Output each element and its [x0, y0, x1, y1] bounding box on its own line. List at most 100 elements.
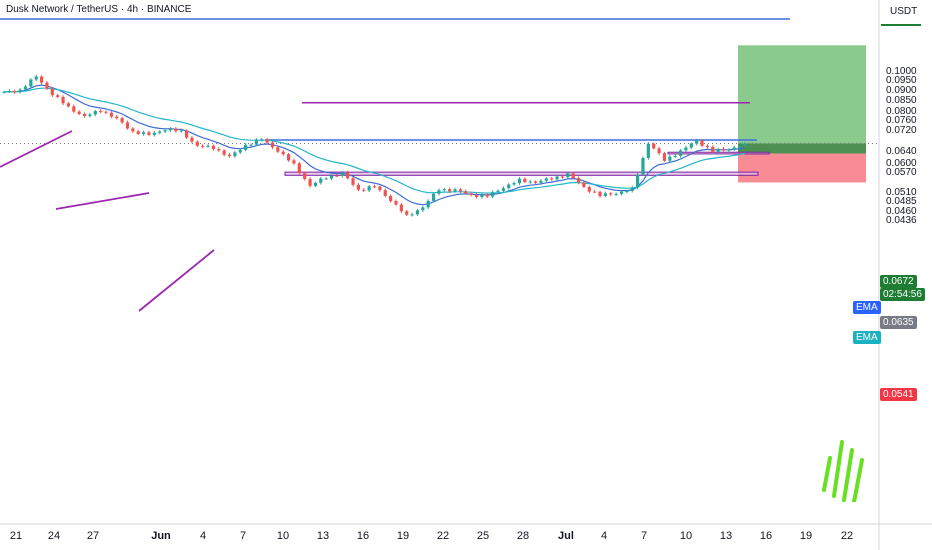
- price-tick: 0.0570: [886, 167, 917, 179]
- time-tick: 19: [799, 530, 813, 542]
- candle-body: [329, 175, 334, 179]
- candle-body: [335, 175, 339, 177]
- candle-body: [533, 181, 538, 183]
- candle-body: [50, 88, 54, 96]
- candle-body: [738, 145, 742, 148]
- candle-body: [313, 182, 318, 186]
- candle-body: [158, 131, 162, 133]
- candle-body: [458, 189, 463, 192]
- trendline-2[interactable]: [55, 192, 150, 210]
- candle-body: [695, 140, 699, 144]
- price-tick: 0.0760: [886, 115, 917, 127]
- price-tick: 0.0900: [886, 84, 917, 96]
- candle-body: [308, 179, 312, 186]
- price-tick: 0.0850: [886, 95, 917, 107]
- candle-body: [641, 157, 645, 175]
- candle-body: [195, 141, 199, 146]
- candle-body: [587, 186, 591, 192]
- candle-body: [82, 113, 87, 116]
- candle-body: [93, 111, 97, 115]
- candle-body: [636, 174, 640, 188]
- ema-label-cyan[interactable]: EMA: [853, 331, 881, 344]
- support-zone[interactable]: [284, 171, 759, 176]
- candle-body: [668, 156, 672, 161]
- current-price-tag: 0.0672: [880, 275, 917, 288]
- candle-body: [678, 150, 683, 156]
- candle-body: [544, 178, 548, 181]
- candle-body: [689, 143, 693, 148]
- candle-body: [61, 96, 65, 104]
- candle-body: [217, 149, 221, 151]
- candle-body: [426, 200, 430, 208]
- candle-body: [131, 128, 135, 132]
- time-tick: Jun: [151, 530, 171, 542]
- candle-body: [286, 154, 291, 161]
- candle-body: [372, 186, 377, 188]
- entry-zone[interactable]: [738, 143, 866, 154]
- candle-body: [120, 118, 124, 123]
- ema-label-blue[interactable]: EMA: [853, 301, 881, 314]
- candle-body: [630, 187, 634, 191]
- trendline-3[interactable]: [138, 249, 215, 312]
- candle-body: [743, 143, 747, 146]
- candle-body: [528, 181, 532, 183]
- time-tick: 13: [719, 530, 733, 542]
- candle-body: [136, 131, 140, 134]
- candle-body: [453, 189, 457, 192]
- candle-body: [662, 153, 667, 161]
- candle-body: [421, 207, 425, 211]
- candle-body: [378, 186, 382, 191]
- candle-body: [491, 192, 495, 197]
- candle-body: [437, 190, 441, 194]
- candle-body: [23, 86, 28, 90]
- candle-body: [383, 190, 387, 196]
- candle-body: [340, 172, 344, 176]
- candle-body: [582, 182, 586, 187]
- target-zone[interactable]: [738, 45, 866, 144]
- time-tick: 16: [356, 530, 370, 542]
- time-tick: 24: [47, 530, 61, 542]
- candle-body: [66, 103, 71, 107]
- ema-slow-line: [4, 87, 746, 194]
- candle-body: [705, 145, 710, 147]
- price-tick: 0.0485: [886, 196, 917, 208]
- candle-body: [45, 82, 49, 89]
- candle-body: [77, 111, 81, 114]
- candle-body: [297, 163, 301, 174]
- candle-body: [571, 173, 575, 179]
- time-tick: 19: [396, 530, 410, 542]
- time-tick: 10: [276, 530, 290, 542]
- trendline-1[interactable]: [0, 130, 73, 168]
- tradingview-logo-icon: [822, 440, 864, 502]
- candle-body: [292, 160, 296, 164]
- candle-body: [233, 152, 237, 157]
- candle-body: [619, 191, 624, 194]
- price-tick: 0.0800: [886, 106, 917, 118]
- stop-zone[interactable]: [738, 153, 866, 183]
- candle-body: [29, 79, 33, 87]
- candle-body: [142, 132, 146, 134]
- candle-body: [2, 91, 6, 93]
- candle-body: [109, 112, 113, 117]
- candle-body: [163, 130, 167, 132]
- time-tick: 22: [436, 530, 450, 542]
- candle-body: [614, 193, 618, 195]
- candle-body: [356, 184, 360, 190]
- candle-body: [270, 142, 275, 148]
- candle-body: [222, 150, 226, 155]
- chart-title: Dusk Network / TetherUS · 4h · BINANCE: [6, 4, 192, 15]
- candle-body: [351, 178, 355, 185]
- time-tick: 7: [640, 530, 648, 542]
- candle-body: [480, 194, 484, 197]
- candle-body: [657, 148, 661, 154]
- candle-body: [39, 76, 44, 83]
- candle-body: [56, 95, 60, 97]
- candle-body: [104, 111, 108, 113]
- candle-body: [721, 148, 726, 151]
- candle-body: [405, 211, 409, 215]
- candle-body: [625, 190, 629, 192]
- candle-body: [550, 178, 554, 180]
- candle-body: [485, 194, 489, 197]
- stop-price-tag: 0.0541: [880, 388, 917, 401]
